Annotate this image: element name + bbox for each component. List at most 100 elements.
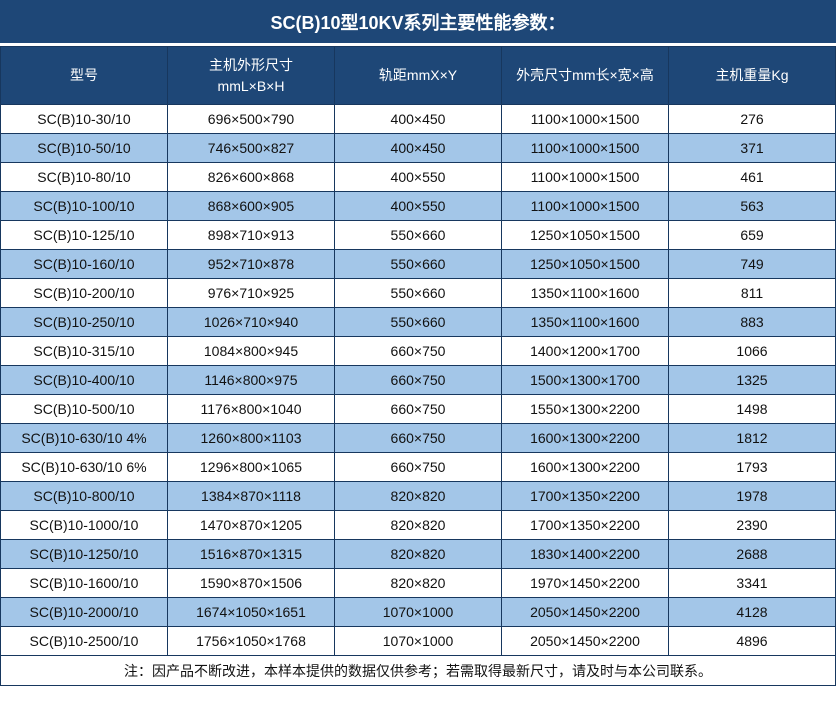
table-cell: SC(B)10-30/10 <box>0 104 168 134</box>
table-cell: SC(B)10-200/10 <box>0 278 168 308</box>
table-cell: 461 <box>668 162 836 192</box>
table-row: SC(B)10-800/10 1384×870×1118 820×820 1700×1… <box>0 481 836 511</box>
table-cell: 1498 <box>668 394 836 424</box>
table-cell: 811 <box>668 278 836 308</box>
table-row: SC(B)10-50/10 746×500×827 400×450 1100×1000… <box>0 133 836 163</box>
table-row: SC(B)10-80/10 826×600×868 400×550 1100×1000… <box>0 162 836 192</box>
table-cell: 826×600×868 <box>167 162 335 192</box>
table-row: SC(B)10-2000/10 1674×1050×1651 1070×1000 20… <box>0 597 836 627</box>
table-cell: 1325 <box>668 365 836 395</box>
table-cell: 1350×1100×1600 <box>501 307 669 337</box>
table-cell: 820×820 <box>334 481 502 511</box>
table-row: SC(B)10-125/10 898×710×913 550×660 1250×105… <box>0 220 836 250</box>
header-model: 型号 <box>0 46 168 105</box>
table-cell: 749 <box>668 249 836 279</box>
table-cell: 883 <box>668 307 836 337</box>
table-cell: 1100×1000×1500 <box>501 133 669 163</box>
table-cell: 550×660 <box>334 278 502 308</box>
table-cell: 1500×1300×1700 <box>501 365 669 395</box>
table-row: SC(B)10-2500/10 1756×1050×1768 1070×1000 20… <box>0 626 836 656</box>
table-cell: 550×660 <box>334 307 502 337</box>
table-cell: 1084×800×945 <box>167 336 335 366</box>
table-cell: 3341 <box>668 568 836 598</box>
table-cell: 400×450 <box>334 104 502 134</box>
table-cell: 820×820 <box>334 568 502 598</box>
table-cell: 276 <box>668 104 836 134</box>
table-cell: 1830×1400×2200 <box>501 539 669 569</box>
table-cell: 660×750 <box>334 452 502 482</box>
table-cell: 1400×1200×1700 <box>501 336 669 366</box>
table-cell: 1674×1050×1651 <box>167 597 335 627</box>
table-header: 型号 主机外形尺寸 mmL×B×H 轨距mmX×Y 外壳尺寸mm长×宽×高 主机… <box>0 46 836 105</box>
table-cell: 1756×1050×1768 <box>167 626 335 656</box>
table-cell: 976×710×925 <box>167 278 335 308</box>
table-cell: 2050×1450×2200 <box>501 597 669 627</box>
table-note: 注：因产品不断改进，本样本提供的数据仅供参考；若需取得最新尺寸，请及时与本公司联… <box>0 655 836 686</box>
table-cell: 1176×800×1040 <box>167 394 335 424</box>
table-row: SC(B)10-630/10 4% 1260×800×1103 660×750 160… <box>0 423 836 453</box>
table-cell: 660×750 <box>334 336 502 366</box>
table-cell: 371 <box>668 133 836 163</box>
note-row: 注：因产品不断改进，本样本提供的数据仅供参考；若需取得最新尺寸，请及时与本公司联… <box>0 655 836 686</box>
table-row: SC(B)10-1000/10 1470×870×1205 820×820 1700×… <box>0 510 836 540</box>
table-cell: 1550×1300×2200 <box>501 394 669 424</box>
table-cell: SC(B)10-80/10 <box>0 162 168 192</box>
table-cell: 868×600×905 <box>167 191 335 221</box>
table-row: SC(B)10-315/10 1084×800×945 660×750 1400×12… <box>0 336 836 366</box>
table-cell: 563 <box>668 191 836 221</box>
table-cell: 1260×800×1103 <box>167 423 335 453</box>
table-cell: 660×750 <box>334 365 502 395</box>
table-cell: 4128 <box>668 597 836 627</box>
table-cell: 746×500×827 <box>167 133 335 163</box>
table-cell: SC(B)10-315/10 <box>0 336 168 366</box>
table-row: SC(B)10-630/10 6% 1296×800×1065 660×750 160… <box>0 452 836 482</box>
table-cell: 1700×1350×2200 <box>501 481 669 511</box>
table-cell: 1250×1050×1500 <box>501 220 669 250</box>
table-cell: 1350×1100×1600 <box>501 278 669 308</box>
table-cell: 1066 <box>668 336 836 366</box>
table-row: SC(B)10-1250/10 1516×870×1315 820×820 1830×… <box>0 539 836 569</box>
table-row: SC(B)10-1600/10 1590×870×1506 820×820 1970×… <box>0 568 836 598</box>
table-cell: 1070×1000 <box>334 597 502 627</box>
table-cell: 550×660 <box>334 249 502 279</box>
table-cell: 2390 <box>668 510 836 540</box>
table-cell: 1793 <box>668 452 836 482</box>
header-row: 型号 主机外形尺寸 mmL×B×H 轨距mmX×Y 外壳尺寸mm长×宽×高 主机… <box>0 46 836 105</box>
table-cell: 696×500×790 <box>167 104 335 134</box>
table-cell: 660×750 <box>334 394 502 424</box>
table-cell: 1250×1050×1500 <box>501 249 669 279</box>
table-footer: 注：因产品不断改进，本样本提供的数据仅供参考；若需取得最新尺寸，请及时与本公司联… <box>0 655 836 686</box>
title-divider <box>0 43 836 46</box>
table-cell: 1978 <box>668 481 836 511</box>
table-cell: SC(B)10-50/10 <box>0 133 168 163</box>
table-cell: SC(B)10-2500/10 <box>0 626 168 656</box>
table-cell: 660×750 <box>334 423 502 453</box>
table-cell: SC(B)10-160/10 <box>0 249 168 279</box>
table-cell: SC(B)10-1000/10 <box>0 510 168 540</box>
table-cell: 1296×800×1065 <box>167 452 335 482</box>
spec-table: 型号 主机外形尺寸 mmL×B×H 轨距mmX×Y 外壳尺寸mm长×宽×高 主机… <box>0 46 836 686</box>
table-row: SC(B)10-400/10 1146×800×975 660×750 1500×13… <box>0 365 836 395</box>
table-row: SC(B)10-250/10 1026×710×940 550×660 1350×11… <box>0 307 836 337</box>
table-cell: 952×710×878 <box>167 249 335 279</box>
table-cell: 550×660 <box>334 220 502 250</box>
table-cell: SC(B)10-1250/10 <box>0 539 168 569</box>
table-row: SC(B)10-200/10 976×710×925 550×660 1350×110… <box>0 278 836 308</box>
table-cell: 1700×1350×2200 <box>501 510 669 540</box>
table-cell: SC(B)10-800/10 <box>0 481 168 511</box>
table-cell: 4896 <box>668 626 836 656</box>
table-cell: 2050×1450×2200 <box>501 626 669 656</box>
table-cell: 1812 <box>668 423 836 453</box>
table-cell: 1516×870×1315 <box>167 539 335 569</box>
header-shell-size: 外壳尺寸mm长×宽×高 <box>501 46 669 105</box>
table-cell: SC(B)10-1600/10 <box>0 568 168 598</box>
table-cell: 1100×1000×1500 <box>501 104 669 134</box>
page-title: SC(B)10型10KV系列主要性能参数： <box>0 0 836 43</box>
table-cell: 1070×1000 <box>334 626 502 656</box>
header-rail-gauge: 轨距mmX×Y <box>334 46 502 105</box>
table-cell: 2688 <box>668 539 836 569</box>
table-cell: 820×820 <box>334 539 502 569</box>
table-cell: 1470×870×1205 <box>167 510 335 540</box>
table-cell: SC(B)10-2000/10 <box>0 597 168 627</box>
header-weight: 主机重量Kg <box>668 46 836 105</box>
